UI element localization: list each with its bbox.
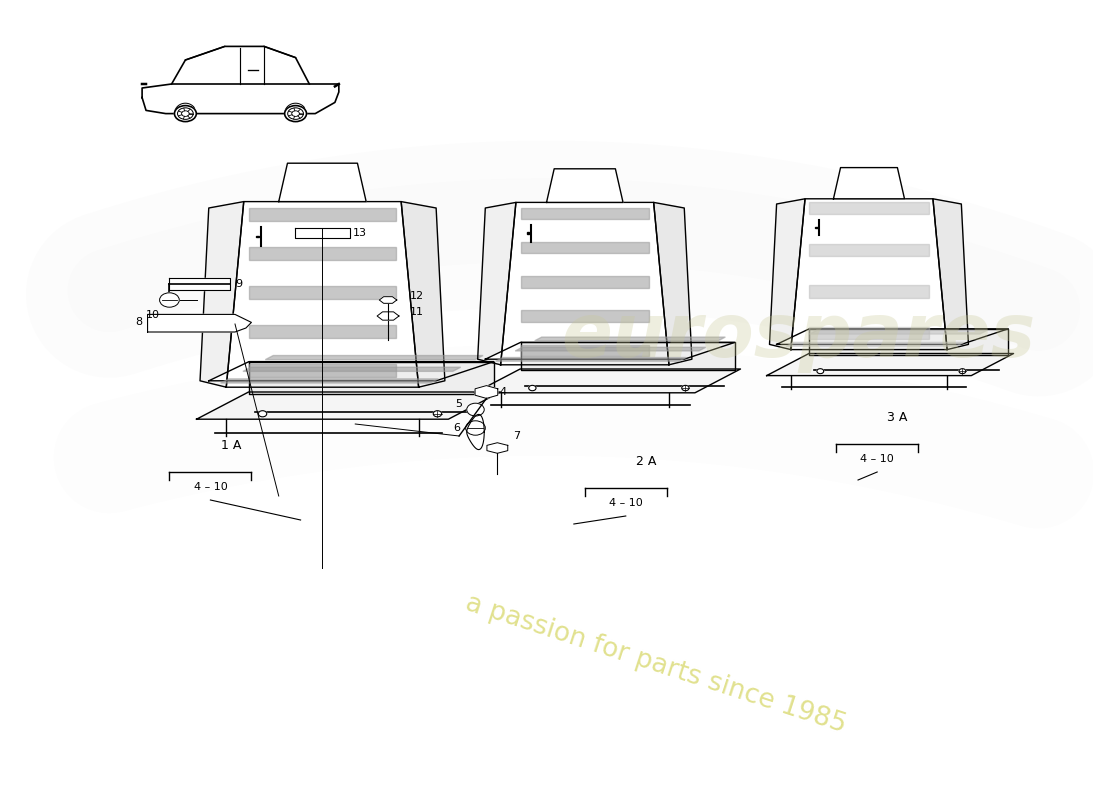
Polygon shape	[791, 198, 947, 350]
Polygon shape	[515, 347, 706, 351]
Polygon shape	[810, 330, 988, 334]
Circle shape	[682, 386, 689, 390]
Text: 2 A: 2 A	[636, 455, 657, 468]
Polygon shape	[200, 202, 244, 387]
Polygon shape	[786, 342, 965, 346]
Circle shape	[465, 421, 485, 435]
Circle shape	[182, 111, 189, 116]
Polygon shape	[810, 202, 928, 214]
Polygon shape	[402, 202, 444, 387]
Circle shape	[285, 106, 307, 122]
Text: 6: 6	[453, 423, 460, 433]
Text: 3 A: 3 A	[888, 411, 907, 424]
Polygon shape	[770, 198, 805, 350]
Polygon shape	[496, 358, 686, 361]
Text: 1 A: 1 A	[221, 439, 241, 452]
Polygon shape	[147, 314, 252, 332]
Polygon shape	[547, 169, 623, 202]
Polygon shape	[249, 325, 396, 338]
Circle shape	[529, 386, 536, 390]
Circle shape	[258, 410, 266, 417]
Polygon shape	[520, 276, 649, 287]
Circle shape	[466, 403, 484, 416]
Text: 5: 5	[455, 399, 462, 409]
Polygon shape	[221, 379, 439, 383]
Circle shape	[817, 369, 824, 374]
Text: 7: 7	[513, 431, 520, 441]
Polygon shape	[520, 342, 735, 370]
Text: 4: 4	[499, 387, 507, 397]
Polygon shape	[474, 369, 740, 393]
Polygon shape	[377, 312, 399, 320]
Polygon shape	[520, 208, 649, 219]
Text: 8: 8	[135, 318, 142, 327]
Polygon shape	[777, 329, 1009, 344]
Polygon shape	[500, 202, 669, 365]
Polygon shape	[227, 202, 419, 387]
Bar	[256, 236, 260, 238]
Circle shape	[959, 369, 966, 374]
Polygon shape	[520, 242, 649, 254]
Bar	[815, 226, 817, 228]
Polygon shape	[810, 243, 928, 256]
Polygon shape	[520, 310, 649, 322]
Polygon shape	[810, 329, 1009, 355]
Polygon shape	[810, 285, 928, 298]
Text: 9: 9	[235, 279, 242, 289]
Text: eurospares: eurospares	[561, 299, 1035, 373]
Polygon shape	[653, 202, 692, 365]
Polygon shape	[249, 208, 396, 221]
Polygon shape	[485, 342, 735, 359]
Text: 13: 13	[353, 228, 367, 238]
Polygon shape	[249, 247, 396, 260]
Polygon shape	[265, 355, 483, 360]
Polygon shape	[295, 228, 350, 238]
Polygon shape	[169, 278, 230, 290]
Circle shape	[175, 106, 196, 122]
Polygon shape	[142, 84, 339, 114]
Text: 4 – 10: 4 – 10	[860, 454, 894, 464]
Polygon shape	[249, 364, 396, 377]
Polygon shape	[249, 362, 494, 394]
Polygon shape	[487, 442, 508, 454]
Circle shape	[160, 293, 179, 307]
Polygon shape	[477, 202, 516, 365]
Polygon shape	[834, 167, 904, 198]
Polygon shape	[243, 367, 461, 371]
Polygon shape	[197, 392, 500, 419]
Circle shape	[288, 108, 304, 119]
Polygon shape	[475, 386, 498, 398]
Text: a passion for parts since 1985: a passion for parts since 1985	[462, 590, 849, 738]
Text: 4 – 10: 4 – 10	[609, 498, 642, 508]
Polygon shape	[767, 354, 1013, 375]
Circle shape	[433, 410, 441, 417]
Polygon shape	[249, 286, 396, 299]
Polygon shape	[278, 163, 366, 202]
Text: 11: 11	[410, 307, 424, 317]
Polygon shape	[209, 362, 494, 381]
Polygon shape	[933, 198, 968, 350]
Text: 10: 10	[146, 310, 160, 319]
Polygon shape	[535, 337, 725, 341]
Polygon shape	[466, 414, 484, 450]
Polygon shape	[810, 326, 928, 339]
Circle shape	[292, 111, 299, 116]
Text: 4 – 10: 4 – 10	[194, 482, 228, 491]
Polygon shape	[379, 297, 397, 303]
Polygon shape	[520, 345, 649, 356]
Bar	[527, 233, 529, 234]
Text: 12: 12	[410, 291, 424, 301]
Circle shape	[177, 108, 194, 119]
